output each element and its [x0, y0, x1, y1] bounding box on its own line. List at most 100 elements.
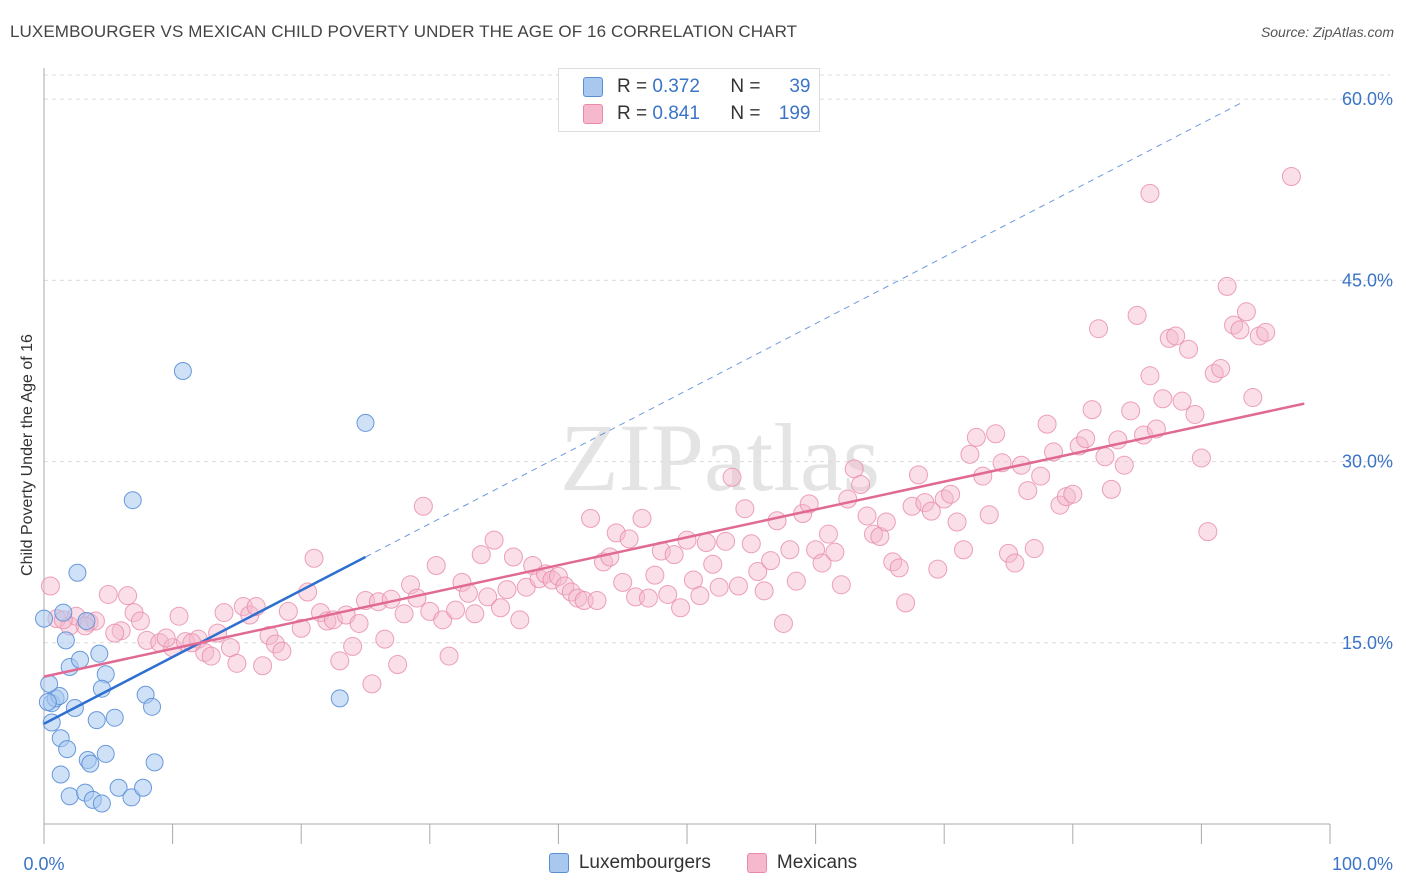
- mexican-point: [851, 475, 871, 495]
- series-legend: Luxembourgers Mexicans: [0, 852, 1406, 874]
- mexican-point: [754, 581, 774, 601]
- luxembourger-point: [35, 609, 53, 628]
- mexican-point: [876, 512, 896, 532]
- mexican-point: [1082, 400, 1102, 420]
- mexican-point: [465, 604, 485, 624]
- mexican-point: [1204, 363, 1224, 383]
- legend-row-luxembourgers: R = 0.372 N = 39: [583, 74, 811, 100]
- mexican-point: [413, 496, 433, 516]
- mexican-point: [446, 600, 466, 620]
- legend-n-value: 39: [789, 76, 811, 97]
- mexican-point: [1179, 339, 1199, 359]
- mexican-point: [1172, 391, 1192, 411]
- mexican-point: [902, 496, 922, 516]
- y-tick-label: 15.0%: [1342, 633, 1393, 653]
- mexican-point: [761, 551, 781, 571]
- mexican-point: [703, 554, 723, 574]
- mexican-point: [928, 559, 948, 579]
- luxembourger-point: [71, 650, 90, 669]
- mexican-point: [896, 593, 916, 613]
- mexican-point: [304, 548, 324, 568]
- mexican-point: [857, 506, 877, 526]
- mexican-point: [1249, 326, 1269, 346]
- mexican-point: [1121, 401, 1141, 421]
- mexican-point: [433, 610, 453, 630]
- mexican-point: [953, 540, 973, 560]
- mexican-point: [838, 489, 858, 509]
- mexican-point: [870, 526, 890, 546]
- mexican-point: [671, 598, 691, 618]
- mexican-point: [748, 562, 768, 582]
- mexican-point: [799, 494, 819, 514]
- legend-item-mexicans[interactable]: Mexicans: [746, 852, 857, 874]
- mexican-point: [1101, 479, 1121, 499]
- mexican-point: [484, 530, 504, 550]
- mexican-point: [587, 591, 607, 611]
- mexican-point: [986, 424, 1006, 444]
- mexican-point: [934, 489, 954, 509]
- legend-row-mexicans: R = 0.841 N = 199: [583, 101, 811, 127]
- mexican-point: [503, 547, 523, 567]
- mexican-point: [439, 646, 459, 666]
- luxembourger-point: [92, 794, 111, 813]
- legend-n-label: N =: [730, 103, 761, 124]
- mexican-point: [1005, 553, 1025, 573]
- mexican-point: [497, 580, 517, 600]
- mexican-point: [818, 524, 838, 544]
- mexican-point: [600, 547, 620, 567]
- mexican-point: [722, 467, 742, 487]
- mexican-point: [1076, 429, 1096, 449]
- mexican-point: [825, 542, 845, 562]
- mexican-point: [831, 575, 851, 595]
- mexican-point: [741, 534, 761, 554]
- luxembourger-point: [90, 644, 109, 663]
- mexican-point: [375, 629, 395, 649]
- mexican-point: [1024, 539, 1044, 559]
- mexican-point: [581, 508, 601, 528]
- mexican-point: [728, 576, 748, 596]
- y-tick-label: 60.0%: [1342, 89, 1393, 109]
- mexican-point: [1243, 388, 1263, 408]
- mexican-point: [1063, 484, 1083, 504]
- mexican-point: [1140, 366, 1160, 386]
- mexican-point: [716, 531, 736, 551]
- luxembourger-point: [122, 788, 141, 807]
- legend-n-value: 199: [778, 103, 811, 124]
- luxembourger-point: [56, 631, 75, 650]
- mexican-point: [130, 611, 150, 631]
- mexican-trend-line: [43, 402, 1305, 678]
- chart-title: LUXEMBOURGER VS MEXICAN CHILD POVERTY UN…: [10, 22, 798, 41]
- luxembourger-point: [51, 765, 70, 784]
- luxembourger-trend-line: [43, 555, 367, 725]
- mexican-point: [1191, 448, 1211, 468]
- mexican-point: [619, 529, 639, 549]
- mexican-point: [1256, 322, 1276, 342]
- mexican-point: [767, 511, 787, 531]
- luxembourger-point: [145, 753, 164, 772]
- legend-label-luxembourgers: Luxembourgers: [578, 852, 711, 873]
- mexican-point: [908, 465, 928, 485]
- mexican-point: [1127, 305, 1147, 325]
- mexican-point: [1153, 389, 1173, 409]
- mexican-point: [1089, 319, 1109, 339]
- mexican-point: [735, 499, 755, 519]
- mexican-point: [812, 553, 832, 573]
- mexican-point: [1217, 276, 1237, 296]
- mexican-point: [349, 613, 369, 633]
- mexican-point: [343, 636, 363, 656]
- mexican-point: [1166, 326, 1186, 346]
- luxembourger-point: [105, 708, 124, 727]
- mexican-point: [471, 545, 491, 565]
- legend-item-luxembourgers[interactable]: Luxembourgers: [548, 852, 711, 874]
- mexican-point: [548, 566, 568, 586]
- luxembourger-point: [356, 413, 375, 432]
- mexican-point: [426, 555, 446, 575]
- luxembourger-point: [143, 697, 162, 716]
- chart-source: Source: ZipAtlas.com: [1260, 24, 1394, 40]
- luxembourger-point: [96, 744, 115, 763]
- luxembourger-point: [87, 711, 106, 730]
- mexican-point: [388, 655, 408, 675]
- mexican-point: [491, 598, 511, 618]
- mexican-point: [1198, 522, 1218, 542]
- mexican-point: [214, 603, 234, 623]
